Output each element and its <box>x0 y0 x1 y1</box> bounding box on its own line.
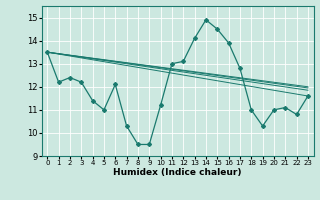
X-axis label: Humidex (Indice chaleur): Humidex (Indice chaleur) <box>113 168 242 177</box>
